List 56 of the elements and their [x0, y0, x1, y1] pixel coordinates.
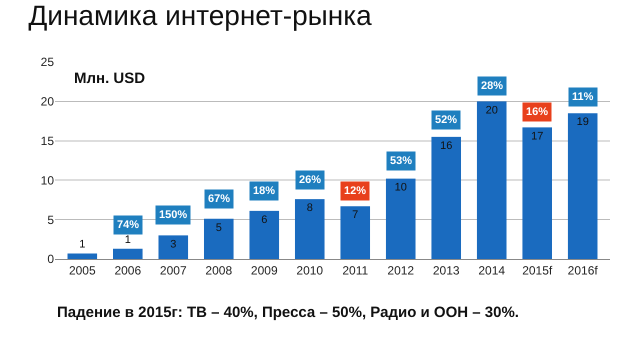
annotation: 74%: [117, 219, 140, 231]
y-tick-label: 5: [47, 212, 54, 227]
data-label: 3: [170, 238, 176, 250]
x-tick-label: 2012: [387, 263, 414, 278]
y-axis-title: Млн. USD: [74, 70, 146, 87]
x-tick-label: 2011: [342, 263, 368, 278]
x-tick-label: 2015f: [522, 263, 553, 278]
bar: [386, 178, 416, 259]
y-tick-label: 0: [47, 252, 54, 266]
annotation: 150%: [159, 209, 188, 221]
data-label: 6: [261, 214, 268, 226]
annotation: 12%: [344, 185, 366, 197]
data-label: 1: [124, 234, 131, 246]
bar: [204, 218, 234, 259]
annotation: 16%: [526, 106, 548, 118]
bar: [294, 199, 325, 259]
x-tick-label: 2008: [205, 263, 232, 278]
data-label: 7: [352, 209, 358, 222]
annotation: 67%: [208, 193, 230, 205]
bar: [568, 113, 598, 259]
x-tick-label: 2013: [432, 263, 460, 278]
y-tick-label: 20: [40, 94, 54, 109]
text: Падение в 2015г: ТВ – 40%, Пресса – 50%, Радио и ООН – 30%.: [57, 304, 519, 321]
y-tick-label: 10: [40, 173, 54, 188]
bar: [431, 136, 462, 259]
bar: [340, 206, 370, 259]
x-tick-label: 2010: [296, 263, 324, 278]
data-label: 8: [306, 202, 313, 214]
bar: [68, 253, 98, 259]
x-tick-label: 2007: [160, 263, 187, 278]
y-tick-label: 25: [40, 55, 54, 70]
data-label: 20: [486, 104, 498, 116]
x-tick-label: 2016f: [568, 263, 598, 278]
bar: [476, 101, 507, 259]
bar: [158, 235, 188, 259]
data-label: 16: [440, 140, 452, 152]
data-label: 5: [216, 222, 222, 234]
bar: [113, 248, 143, 259]
annotation: 18%: [253, 185, 276, 197]
annotation: 11%: [572, 91, 594, 103]
annotation: 26%: [299, 174, 322, 186]
annotation: 53%: [390, 155, 412, 167]
data-label: 1: [79, 238, 86, 250]
x-tick-label: 2006: [114, 263, 142, 278]
x-tick-label: 2009: [250, 263, 278, 278]
annotation: 52%: [435, 114, 458, 126]
annotation: 28%: [481, 80, 504, 92]
x-tick-label: 2005: [68, 263, 96, 278]
chart-title: Динамика интернет-рынка: [28, 0, 372, 31]
data-label: 19: [576, 116, 589, 128]
data-label: 17: [531, 130, 544, 142]
data-label: 10: [394, 182, 407, 194]
y-tick-label: 15: [40, 134, 54, 148]
x-tick-label: 2014: [478, 263, 506, 278]
bar: [249, 210, 280, 259]
bar: [522, 127, 552, 259]
